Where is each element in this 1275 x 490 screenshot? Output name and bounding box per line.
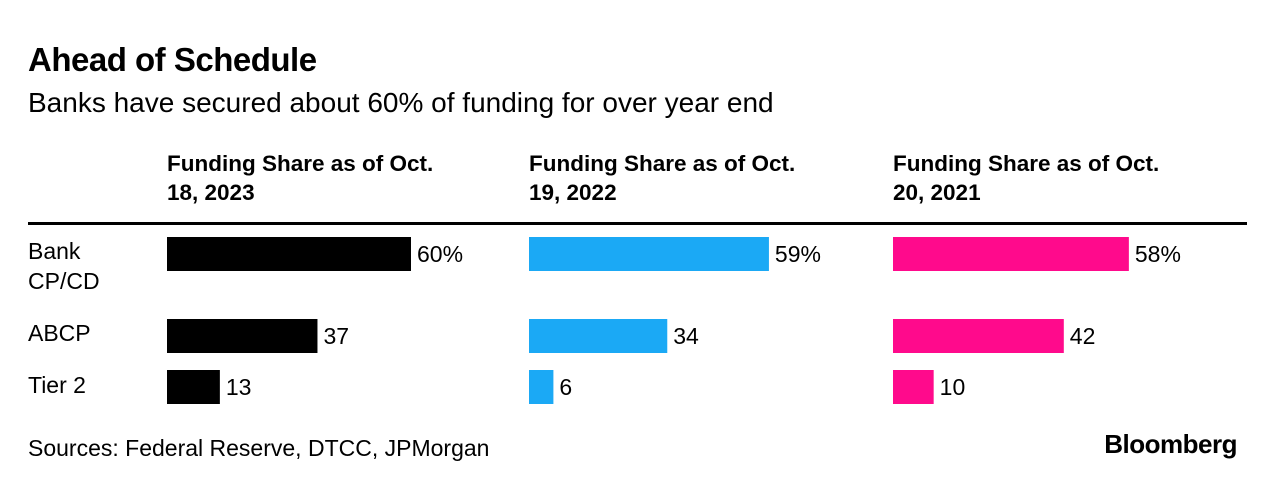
column-header-2023-line1: Funding Share as of Oct. [167,151,434,176]
bar-2023-bank-cp-cd [167,237,411,271]
chart-subtitle: Banks have secured about 60% of funding … [28,87,774,118]
row-label-bank-cp-cd: Bank CP/CD [28,236,158,296]
value-label-2022-tier-2: 6 [559,374,572,400]
row-label-bank-cp-cd-line1: Bank [28,238,81,264]
bloomberg-logo: Bloomberg [1104,429,1237,459]
row-label-abcp: ABCP [28,318,158,348]
value-label-2021-abcp: 42 [1070,323,1096,349]
value-label-2023-bank-cp-cd: 60% [417,241,463,267]
bar-2021-abcp [893,319,1064,353]
bar-2022-abcp [529,319,668,353]
row-label-abcp-line1: ABCP [28,320,91,346]
bar-2022-bank-cp-cd [529,237,769,271]
column-header-2021: Funding Share as of Oct. 20, 2021 [893,149,1233,207]
column-header-2021-line2: 20, 2021 [893,180,981,205]
value-label-2023-abcp: 37 [323,323,349,349]
value-label-2023-tier-2: 13 [226,374,252,400]
header-rule [28,222,1247,225]
column-header-2022-line1: Funding Share as of Oct. [529,151,796,176]
chart-title: Ahead of Schedule [28,41,317,78]
bar-2021-bank-cp-cd [893,237,1129,271]
bar-2021-tier-2 [893,370,934,404]
column-header-2021-line1: Funding Share as of Oct. [893,151,1160,176]
value-label-2022-bank-cp-cd: 59% [775,241,821,267]
bar-2023-tier-2 [167,370,220,404]
column-header-2023: Funding Share as of Oct. 18, 2023 [167,149,507,207]
source-note: Sources: Federal Reserve, DTCC, JPMorgan [28,435,490,461]
column-header-2023-line2: 18, 2023 [167,180,255,205]
column-header-2022-line2: 19, 2022 [529,180,617,205]
bar-2022-tier-2 [529,370,554,404]
row-label-tier-2-line1: Tier 2 [28,372,86,398]
column-header-2022: Funding Share as of Oct. 19, 2022 [529,149,869,207]
bar-2023-abcp [167,319,318,353]
value-label-2021-tier-2: 10 [940,374,966,400]
value-label-2021-bank-cp-cd: 58% [1135,241,1181,267]
value-label-2022-abcp: 34 [673,323,699,349]
row-label-tier-2: Tier 2 [28,370,158,400]
row-label-bank-cp-cd-line2: CP/CD [28,268,100,294]
